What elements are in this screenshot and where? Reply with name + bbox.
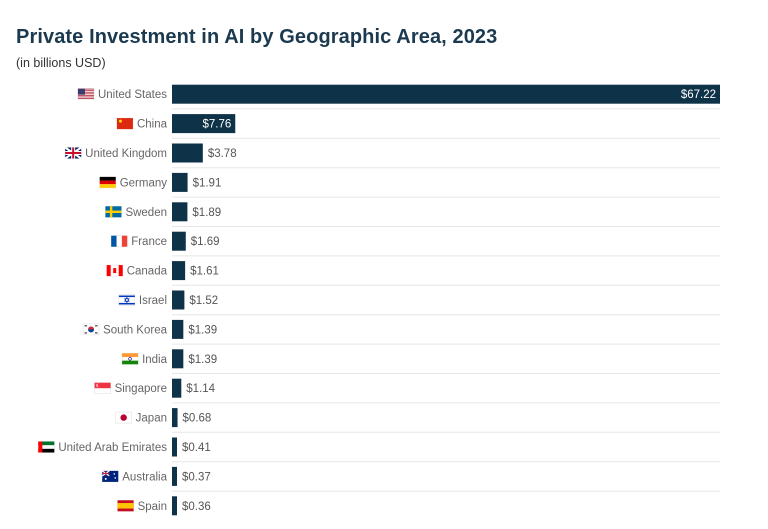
value-label: $1.69 <box>191 236 220 248</box>
es-flag-icon <box>117 500 134 512</box>
category-label-sweden: Sweden <box>125 207 167 219</box>
chart-title: Private Investment in AI by Geographic A… <box>16 26 498 48</box>
in-flag-icon <box>121 353 139 365</box>
chart-subtitle: (in billions USD) <box>16 56 106 70</box>
category-label-united-arab-emirates: United Arab Emirates <box>58 442 167 454</box>
category-label-united-states: United States <box>98 89 167 101</box>
category-label-singapore: Singapore <box>115 383 167 395</box>
bar-south-korea <box>172 319 184 339</box>
bar-japan <box>172 408 178 428</box>
category-label-france: France <box>131 236 167 248</box>
category-label-germany: Germany <box>120 177 168 189</box>
value-label: $1.39 <box>188 324 217 336</box>
gb-flag-icon <box>64 146 82 160</box>
se-flag-icon <box>105 206 122 218</box>
sg-flag-icon <box>94 382 111 394</box>
value-label: $7.76 <box>202 119 231 131</box>
category-label-united-kingdom: United Kingdom <box>85 148 167 160</box>
category-label-south-korea: South Korea <box>103 324 168 336</box>
value-label: $67.22 <box>681 89 716 101</box>
value-label: $1.91 <box>193 177 222 189</box>
value-label: $1.52 <box>189 295 218 307</box>
value-label: $1.89 <box>192 207 221 219</box>
bar-germany <box>172 172 188 192</box>
ca-flag-icon <box>106 264 123 277</box>
au-flag-icon <box>101 470 119 483</box>
value-label: $0.41 <box>182 442 211 454</box>
bar-united-arab-emirates <box>172 437 177 457</box>
value-label: $0.36 <box>182 501 211 513</box>
category-label-china: China <box>137 119 168 131</box>
us-flag-icon <box>77 88 95 100</box>
value-label: $3.78 <box>208 148 237 160</box>
bar-singapore <box>172 378 182 398</box>
bar-spain <box>172 496 177 516</box>
value-label: $0.37 <box>182 471 211 483</box>
category-label-canada: Canada <box>127 266 168 278</box>
bar-china <box>172 114 236 134</box>
value-label: $1.61 <box>190 266 219 278</box>
value-label: $1.14 <box>186 383 215 395</box>
category-label-india: India <box>142 354 168 366</box>
kr-flag-icon <box>82 323 100 336</box>
fr-flag-icon <box>110 235 128 247</box>
category-label-japan: Japan <box>136 413 167 425</box>
ae-flag-icon <box>38 441 55 453</box>
category-label-spain: Spain <box>138 501 167 513</box>
bar-australia <box>172 466 177 486</box>
de-flag-icon <box>99 176 116 189</box>
bar-canada <box>172 261 186 281</box>
il-flag-icon <box>118 294 136 306</box>
value-label: $0.68 <box>183 413 212 425</box>
jp-flag-icon <box>115 411 132 424</box>
bar-sweden <box>172 202 188 222</box>
bar-israel <box>172 290 185 310</box>
bar-united-kingdom <box>172 143 203 163</box>
category-label-israel: Israel <box>139 295 167 307</box>
cn-flag-icon <box>116 117 134 130</box>
value-label: $1.39 <box>188 354 217 366</box>
bar-united-states <box>172 84 720 104</box>
bar-india <box>172 349 184 369</box>
bar-france <box>172 231 186 251</box>
category-label-australia: Australia <box>122 471 167 483</box>
